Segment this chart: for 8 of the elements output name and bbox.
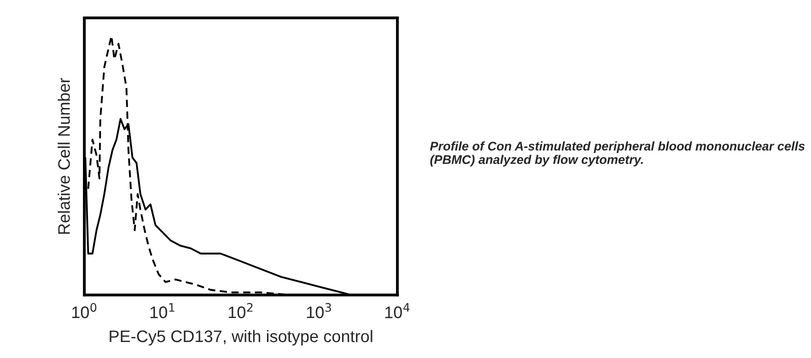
- x-axis-title: PE-Cy5 CD137, with isotype control: [110, 330, 372, 346]
- y-axis-title: Relative Cell Number: [58, 78, 70, 234]
- x-tick-label: 10$^{3}$: [307, 303, 331, 318]
- x-tick-label: 10$^{1}$: [150, 303, 174, 318]
- text: Profile of Con A-stimulated peripheral blood mononuclear cells (PBMC) analyzed by flow cytometry.: [430, 141, 805, 166]
- x-tick-label: 10$^{2}$: [228, 303, 252, 318]
- x-tick-label: 10$^{4}$: [385, 303, 410, 318]
- x-tick-label: 10$^{0}$: [72, 303, 96, 318]
